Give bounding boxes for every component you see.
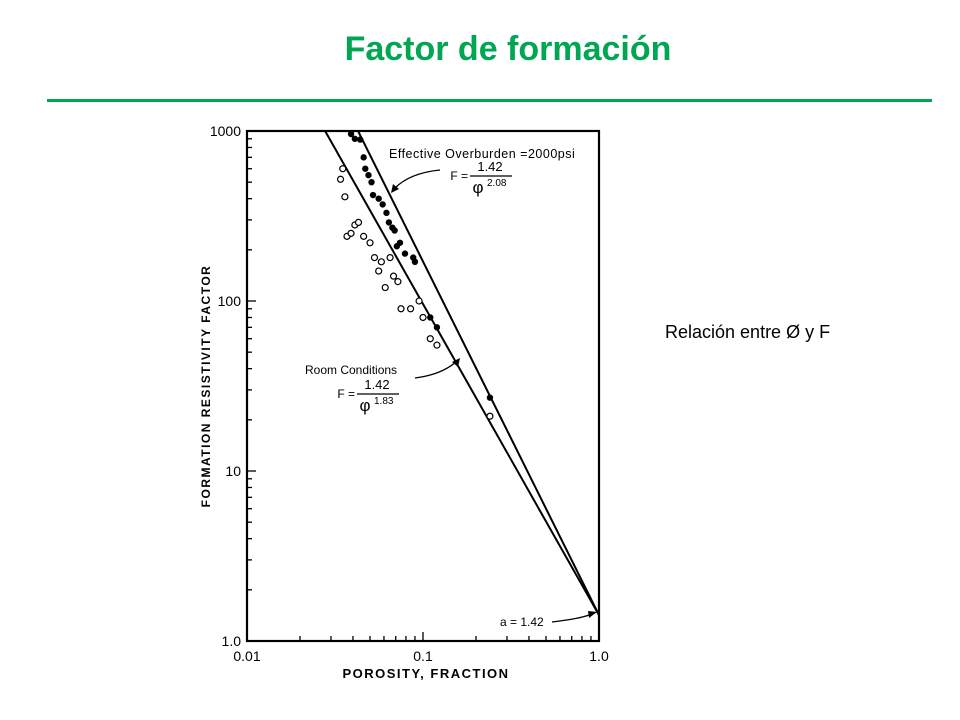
y-tick-label: 100 [218,293,242,309]
y-tick-label: 10 [225,463,241,479]
phi-symbol: φ [472,178,483,197]
equation-numerator: 1.42 [477,159,502,174]
equation-exponent: 1.83 [374,396,394,407]
data-point-overburden [433,324,441,331]
data-point-overburden [347,130,355,138]
chart-fit-lines [324,130,600,616]
annotation-arrow [394,169,441,189]
data-point-room [370,254,379,262]
chart-labels: 1.0 10 100 1000 0.01 0.1 1.0 POROSITY, FRACTION… [199,123,609,681]
data-point-room [339,165,347,173]
porosity-formation-factor-chart: 1.0 10 100 1000 0.01 0.1 1.0 POROSITY, FRACTION… [190,118,630,696]
phi-symbol: φ [359,396,370,415]
slide-title: Factor de formación [344,30,672,68]
equation-exponent: 2.08 [487,178,507,189]
data-point-room [415,297,423,305]
data-point-room [347,229,355,237]
data-point-overburden [411,258,419,266]
annotation-arrow [414,361,457,379]
arrowhead-icon [588,611,597,618]
fit-line [324,130,600,616]
arrowhead-icon [452,358,460,367]
side-caption: Relación entre Ø y F [665,322,831,342]
y-tick-label: 1000 [210,123,241,139]
data-point-room [375,267,383,275]
data-point-overburden [357,136,364,143]
data-point-overburden [391,227,398,234]
annotation-overburden-equation: F = 1.42 φ 2.08 [450,159,512,197]
data-point-room [406,305,415,313]
data-point-overburden [396,239,404,246]
data-point-room [377,258,385,266]
data-point-overburden [375,195,382,202]
equation-lhs: F = [337,387,355,401]
annotation-intercept-label: a = 1.42 [500,615,544,629]
title-divider [47,99,932,102]
chart-svg: 1.0 10 100 1000 0.01 0.1 1.0 POROSITY, FRACTION… [190,118,630,696]
data-point-room [394,278,402,286]
data-point-room [386,254,394,262]
equation-lhs: F = [450,169,468,183]
x-tick-label: 1.0 [589,648,609,664]
annotation-room-equation: F = 1.42 φ 1.83 [337,377,399,415]
x-axis-title: POROSITY, FRACTION [342,666,509,681]
data-point-room [336,175,345,183]
data-point-overburden [360,154,367,161]
annotation-overburden-label: Effective Overburden =2000psi [389,147,575,161]
data-point-room [426,335,434,343]
fit-line [357,130,600,616]
data-point-overburden [486,394,494,401]
data-point-overburden [385,219,393,226]
data-point-overburden [383,209,390,217]
data-point-room [486,412,494,420]
data-point-overburden [365,171,372,179]
data-point-overburden [401,250,409,257]
data-point-overburden [368,178,375,186]
x-tick-label: 0.01 [233,648,260,664]
data-point-overburden [369,191,377,199]
data-point-room [366,239,374,247]
data-point-overburden [351,135,359,142]
data-point-room [419,313,427,322]
x-tick-label: 0.1 [413,648,433,664]
arrowhead-icon [391,184,399,193]
data-point-room [397,305,405,313]
chart-ticks [246,138,592,642]
data-point-room [354,218,363,226]
data-point-room [360,232,368,240]
data-point-overburden [379,201,386,208]
data-point-room [433,341,441,349]
data-point-room [381,283,389,292]
data-point-room [341,193,349,201]
chart-points [336,130,494,420]
equation-numerator: 1.42 [364,377,389,392]
y-tick-label: 1.0 [222,633,242,649]
data-point-overburden [362,165,369,172]
y-axis-title: FORMATION RESISTIVITY FACTOR [199,265,213,508]
data-point-room [389,272,398,280]
annotation-room-label: Room Conditions [305,363,397,377]
chart-background [190,118,630,696]
data-point-overburden [427,314,434,321]
